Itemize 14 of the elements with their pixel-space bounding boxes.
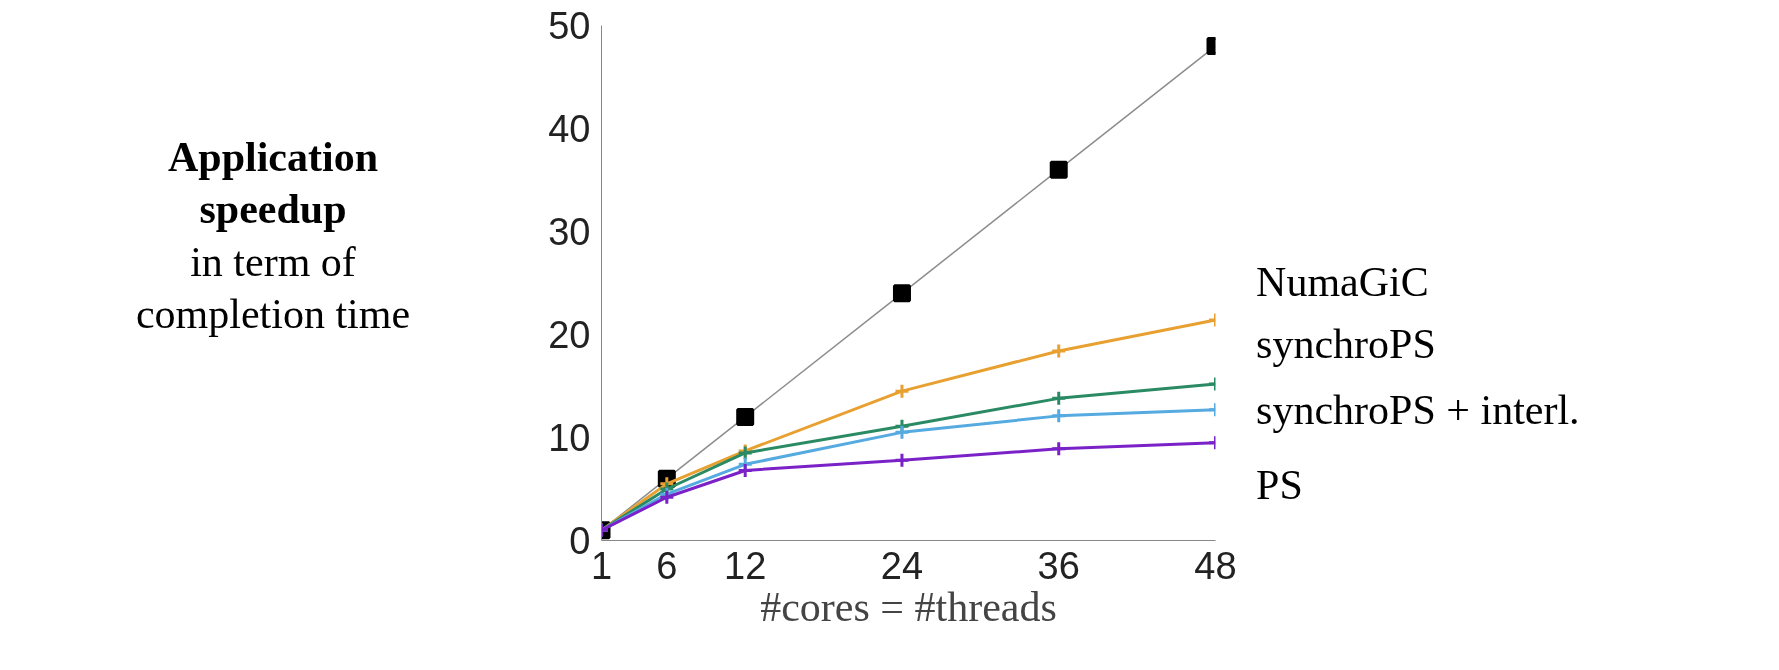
x-tick-label: 6 <box>656 544 678 587</box>
y-tick-label: 0 <box>569 520 591 562</box>
x-tick-label: 1 <box>590 544 613 587</box>
series-label: NumaGiC <box>1256 259 1429 306</box>
y-tick-label: 40 <box>548 108 591 150</box>
y-tick-label: 30 <box>548 211 591 253</box>
series-label: synchroPS <box>1256 320 1436 367</box>
y-tick-label: 20 <box>548 314 591 356</box>
text: in term of completion time <box>135 238 411 338</box>
series-label: synchroPS + interl. <box>1256 386 1580 433</box>
x-tick-label: 48 <box>1194 544 1237 587</box>
series-label: PS <box>1256 461 1303 508</box>
y-tick-label: 10 <box>548 417 591 459</box>
y-tick-label: 50 <box>548 5 591 47</box>
